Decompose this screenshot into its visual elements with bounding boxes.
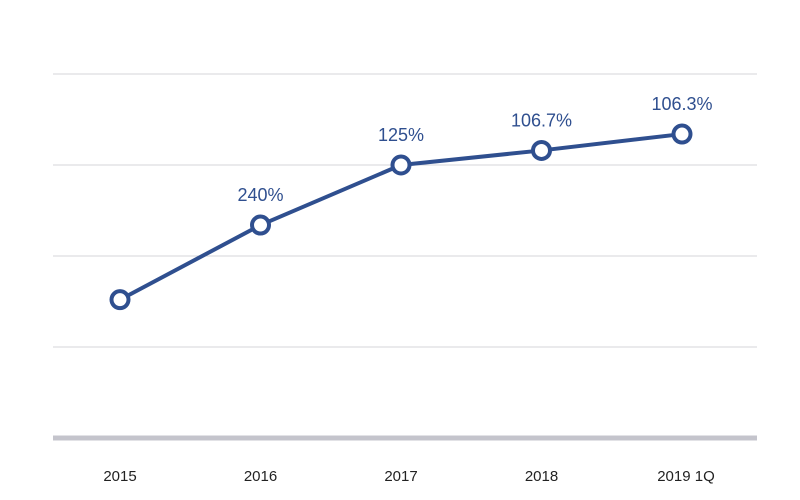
data-point-2017 [390, 154, 412, 176]
x-tick-label-2016: 2016 [244, 468, 277, 485]
data-point-2015 [109, 289, 131, 311]
gridlines [53, 73, 757, 348]
x-tick-label-2019-1q: 2019 1Q [657, 468, 715, 485]
x-tick-label-2017: 2017 [384, 468, 417, 485]
data-label-2018: 106.7% [511, 110, 572, 130]
x-tick-label-2018: 2018 [525, 468, 558, 485]
data-label-2017: 125% [378, 125, 424, 145]
series-group [109, 123, 693, 311]
x-axis-tick-labels: 2015 2016 2017 2018 2019 1Q [103, 468, 714, 485]
data-label-2016: 240% [237, 185, 283, 205]
data-point-2018 [531, 139, 552, 161]
data-label-2019-1q: 106.3% [651, 94, 712, 114]
data-point-2016 [250, 214, 271, 236]
x-tick-label-2015: 2015 [103, 468, 136, 485]
data-labels: 240% 125% 106.7% 106.3% [237, 94, 712, 205]
data-point-2019-1q [671, 123, 693, 145]
